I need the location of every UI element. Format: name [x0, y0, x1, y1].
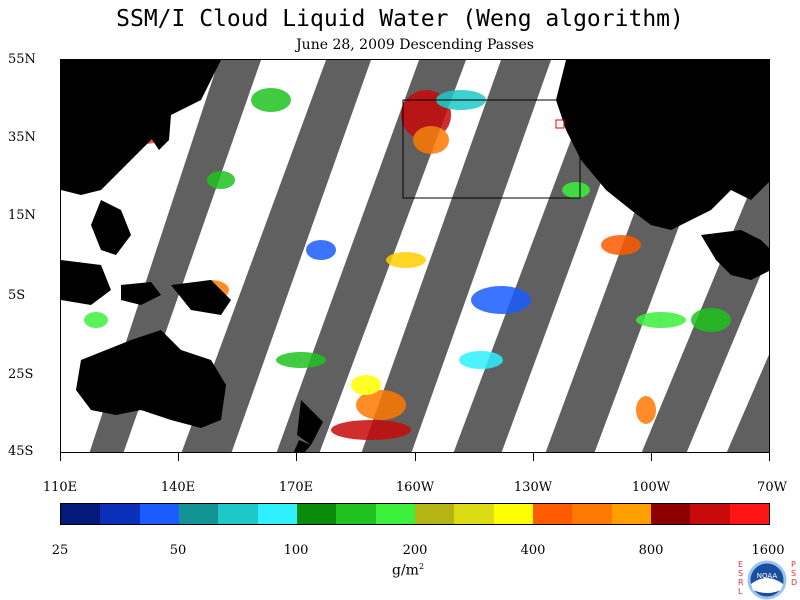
colorbar-label-100: 100 [283, 543, 309, 558]
colorbar-segment [139, 504, 179, 524]
station-marker [555, 119, 565, 129]
unit-superscript: 2 [418, 562, 425, 571]
colorbar-segment [532, 504, 573, 524]
colorbar-segment [454, 504, 494, 524]
colorbar-unit: g/m2 [392, 562, 424, 579]
cloud-speckles [84, 88, 731, 440]
region-box [402, 99, 581, 199]
land-masses [61, 60, 769, 452]
colorbar-label-25: 25 [51, 543, 69, 558]
colorbar-segment [572, 504, 612, 524]
colorbar-segment [257, 504, 297, 524]
colorbar-segment [178, 504, 219, 524]
x-tick [769, 453, 770, 461]
x-label-110e: 110E [42, 480, 78, 495]
unit-text: g/m [392, 562, 419, 579]
cloud-water-map [60, 59, 770, 453]
noaa-emblem-icon: NOAA [747, 560, 787, 600]
colorbar-segment [61, 504, 101, 524]
map-title: SSM/I Cloud Liquid Water (Weng algorithm… [116, 6, 684, 32]
map-graphic [61, 60, 769, 452]
colorbar-segment [729, 504, 769, 524]
colorbar-segment [414, 504, 455, 524]
y-label-45s: 45S [8, 444, 34, 459]
colorbar-segment [690, 504, 730, 524]
colorbar-segment [650, 504, 691, 524]
colorbar-segment [218, 504, 258, 524]
colorbar-label-1600: 1600 [751, 543, 785, 558]
x-tick [533, 453, 534, 461]
colorbar-label-400: 400 [520, 543, 546, 558]
x-label-100w: 100W [631, 480, 671, 495]
colorbar-label-200: 200 [402, 543, 428, 558]
x-label-160w: 160W [395, 480, 435, 495]
x-tick [296, 453, 297, 461]
colorbar-segment [375, 504, 415, 524]
x-label-170e: 170E [278, 480, 314, 495]
x-label-140e: 140E [160, 480, 196, 495]
x-tick [60, 453, 61, 461]
colorbar-label-50: 50 [169, 543, 187, 558]
x-tick [415, 453, 416, 461]
colorbar-segment [493, 504, 533, 524]
colorbar-segment [296, 504, 337, 524]
colorbar-label-800: 800 [638, 543, 664, 558]
y-label-5s: 5S [8, 288, 26, 303]
x-tick [651, 453, 652, 461]
y-label-55n: 55N [8, 52, 36, 67]
colorbar-segment [611, 504, 651, 524]
map-subtitle: June 28, 2009 Descending Passes [296, 37, 534, 53]
x-tick [178, 453, 179, 461]
colorbar-segment [100, 504, 140, 524]
colorbar-segment [336, 504, 376, 524]
colorbar [60, 503, 770, 525]
x-label-70w: 70W [757, 480, 787, 495]
y-label-15n: 15N [8, 208, 36, 223]
y-label-25s: 25S [8, 367, 34, 382]
y-label-35n: 35N [8, 130, 36, 145]
noaa-logo-text: NOAA [757, 572, 778, 580]
x-label-130w: 130W [513, 480, 553, 495]
